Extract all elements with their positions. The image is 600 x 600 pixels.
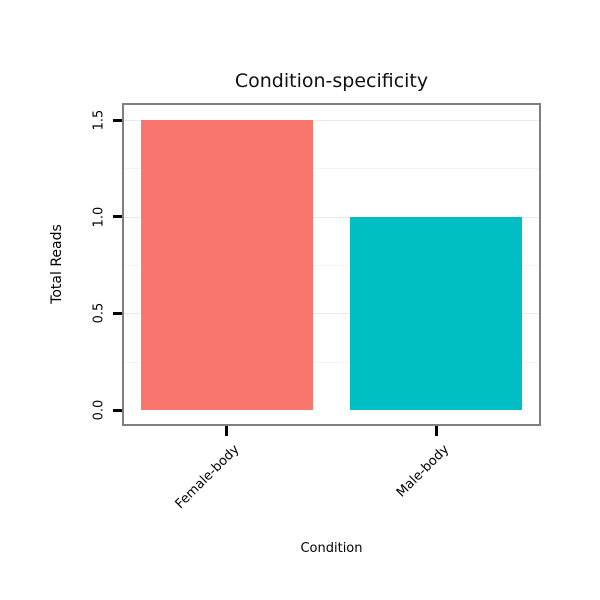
minor-gridline [124,361,539,363]
bar-female-body [140,120,313,410]
y-tick-mark [113,118,122,122]
major-gridline [124,216,539,218]
plot-panel [122,103,541,426]
x-tick-mark [225,426,229,436]
y-tick-label: 0.0 [91,399,107,421]
y-axis-label: Total Reads [49,224,65,304]
x-axis-label: Condition [300,541,363,556]
major-gridline [124,120,539,121]
y-tick-mark [113,215,122,219]
minor-gridline [124,168,539,170]
y-tick-mark [113,311,122,315]
minor-gridline [124,265,539,266]
y-tick-mark [113,408,122,412]
y-tick-label: 1.5 [91,109,107,131]
x-tick-label: Female-body [172,442,243,512]
bar-male-body [350,216,523,410]
chart-title: Condition-specificity [234,70,429,92]
y-tick-label: 1.0 [91,206,107,227]
y-tick-label: 0.5 [91,302,107,324]
major-gridline [124,313,539,315]
x-tick-mark [434,426,438,436]
x-tick-label: Male-body [393,442,452,501]
